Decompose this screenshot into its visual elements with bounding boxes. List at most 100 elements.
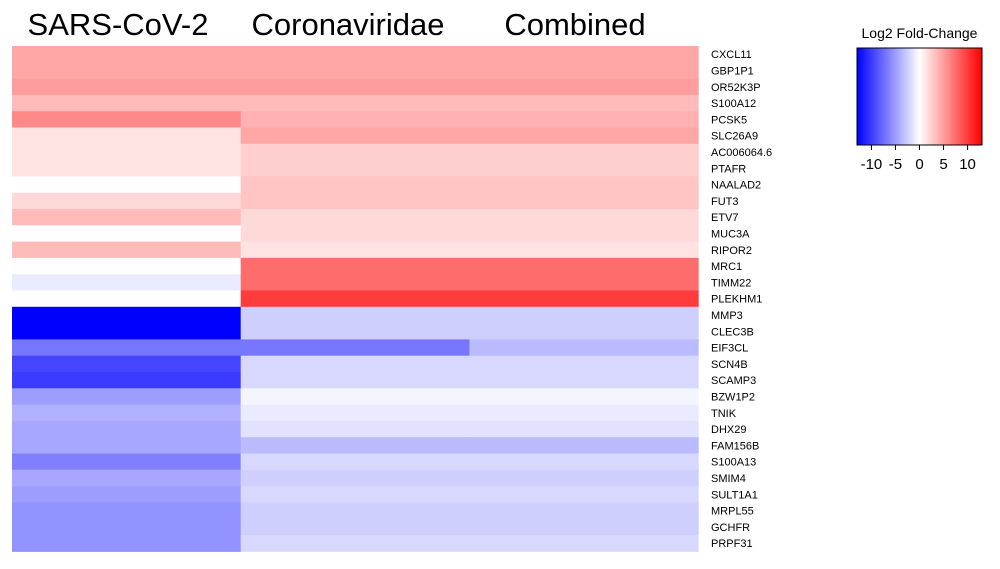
heatmap-cell-SULT1A1-0: [12, 486, 242, 503]
heatmap-cell-CLEC3B-2: [469, 323, 699, 340]
heatmap-cell-BZW1P2-1: [240, 388, 470, 406]
heatmap-cell-GBP1P1-0: [12, 62, 242, 80]
heatmap-cell-SULT1A1-2: [469, 486, 699, 503]
heatmap-cell-AC006064.6-2: [469, 143, 699, 161]
heatmap-cell-MUC3A-0: [12, 225, 242, 243]
row-label-NAALAD2: NAALAD2: [711, 180, 761, 192]
heatmap-cell-TIMM22-2: [469, 274, 699, 292]
heatmap-cell-S100A12-0: [12, 94, 242, 112]
row-label-BZW1P2: BZW1P2: [711, 391, 755, 403]
heatmap-cell-PRPF31-1: [240, 535, 470, 552]
heatmap-cell-SLC26A9-2: [469, 127, 699, 145]
heatmap-cell-MRPL55-1: [240, 502, 470, 520]
heatmap-cell-PTAFR-0: [12, 160, 242, 177]
heatmap-cell-OR52K3P-1: [240, 78, 470, 96]
row-label-RIPOR2: RIPOR2: [711, 245, 752, 257]
heatmap-cell-GCHFR-0: [12, 518, 242, 536]
heatmap-cell-TNIK-1: [240, 404, 470, 422]
row-label-FAM156B: FAM156B: [711, 440, 759, 452]
row-label-OR52K3P: OR52K3P: [711, 82, 761, 94]
column-title-2: Combined: [504, 7, 645, 42]
heatmap-cell-FUT3-1: [240, 192, 470, 210]
heatmap-cell-S100A12-2: [469, 94, 699, 112]
heatmap-cell-SMIM4-0: [12, 469, 242, 487]
heatmap-cell-MRC1-1: [240, 257, 470, 275]
row-label-PRPF31: PRPF31: [711, 538, 753, 550]
heatmap-cell-CLEC3B-0: [12, 323, 242, 340]
heatmap-cell-OR52K3P-2: [469, 78, 699, 96]
heatmap-cell-MRC1-2: [469, 257, 699, 275]
heatmap-cell-DHX29-0: [12, 420, 242, 438]
heatmap-cell-SCAMP3-1: [240, 372, 470, 389]
heatmap-cell-EIF3CL-0: [12, 339, 242, 357]
row-label-TNIK: TNIK: [711, 408, 737, 420]
heatmap-cell-MRPL55-0: [12, 502, 242, 520]
row-label-FUT3: FUT3: [711, 196, 739, 208]
heatmap-cell-OR52K3P-0: [12, 78, 242, 96]
heatmap-cell-GCHFR-1: [240, 518, 470, 536]
row-label-CLEC3B: CLEC3B: [711, 326, 754, 338]
row-label-TIMM22: TIMM22: [711, 277, 751, 289]
row-label-MUC3A: MUC3A: [711, 228, 750, 240]
row-label-S100A12: S100A12: [711, 98, 756, 110]
legend-tick-label-4: 10: [959, 156, 976, 173]
heatmap-cell-PRPF31-2: [469, 535, 699, 552]
heatmap-cell-NAALAD2-0: [12, 176, 242, 194]
heatmap-cell-ETV7-0: [12, 209, 242, 226]
heatmap-cell-SCN4B-1: [240, 355, 470, 373]
row-label-GBP1P1: GBP1P1: [711, 65, 754, 77]
row-label-PTAFR: PTAFR: [711, 163, 746, 175]
heatmap-cell-SCAMP3-2: [469, 372, 699, 389]
heatmap-cell-PCSK5-2: [469, 111, 699, 129]
row-label-DHX29: DHX29: [711, 424, 746, 436]
row-label-MRC1: MRC1: [711, 261, 742, 273]
heatmap-cell-PCSK5-1: [240, 111, 470, 129]
row-label-MRPL55: MRPL55: [711, 506, 754, 518]
heatmap-cell-CXCL11-2: [469, 46, 699, 63]
heatmap-cell-SMIM4-2: [469, 469, 699, 487]
heatmap-cell-PLEKHM1-1: [240, 290, 470, 308]
heatmap-cell-SLC26A9-1: [240, 127, 470, 145]
row-label-S100A13: S100A13: [711, 457, 756, 469]
heatmap-cell-RIPOR2-1: [240, 241, 470, 259]
legend-tick-label-0: -10: [861, 156, 883, 173]
heatmap-cell-SCN4B-2: [469, 355, 699, 373]
heatmap-cell-S100A13-2: [469, 453, 699, 471]
heatmap-cell-AC006064.6-0: [12, 143, 242, 161]
heatmap-cell-ETV7-2: [469, 209, 699, 226]
heatmap-cell-PTAFR-1: [240, 160, 470, 177]
heatmap-cell-CXCL11-0: [12, 46, 242, 63]
heatmap-cell-GCHFR-2: [469, 518, 699, 536]
heatmap-cell-MMP3-1: [240, 306, 470, 324]
heatmap-cell-TIMM22-1: [240, 274, 470, 292]
row-label-PLEKHM1: PLEKHM1: [711, 294, 762, 306]
heatmap-cell-PLEKHM1-2: [469, 290, 699, 308]
heatmap-cell-FUT3-2: [469, 192, 699, 210]
heatmap-cell-PTAFR-2: [469, 160, 699, 177]
row-label-MMP3: MMP3: [711, 310, 743, 322]
heatmap-cell-MMP3-0: [12, 306, 242, 324]
legend-tick-label-1: -5: [889, 156, 902, 173]
heatmap-cell-FAM156B-0: [12, 437, 242, 455]
heatmap-cell-GBP1P1-1: [240, 62, 470, 80]
heatmap-cell-SCN4B-0: [12, 355, 242, 373]
heatmap-cell-SMIM4-1: [240, 469, 470, 487]
row-label-SCN4B: SCN4B: [711, 359, 748, 371]
heatmap-cell-PCSK5-0: [12, 111, 242, 129]
heatmap-cell-S100A12-1: [240, 94, 470, 112]
heatmap-cell-FUT3-0: [12, 192, 242, 210]
heatmap-cell-MRC1-0: [12, 257, 242, 275]
heatmap-cell-BZW1P2-0: [12, 388, 242, 406]
heatmap-cell-NAALAD2-2: [469, 176, 699, 194]
heatmap-cell-PLEKHM1-0: [12, 290, 242, 308]
heatmap-cell-BZW1P2-2: [469, 388, 699, 406]
heatmap-cell-RIPOR2-2: [469, 241, 699, 259]
row-label-SULT1A1: SULT1A1: [711, 489, 758, 501]
heatmap-cell-MUC3A-2: [469, 225, 699, 243]
heatmap-cell-GBP1P1-2: [469, 62, 699, 80]
heatmap-cell-MRPL55-2: [469, 502, 699, 520]
heatmap-cell-SLC26A9-0: [12, 127, 242, 145]
heatmap-cell-FAM156B-1: [240, 437, 470, 455]
heatmap-cell-DHX29-2: [469, 420, 699, 438]
